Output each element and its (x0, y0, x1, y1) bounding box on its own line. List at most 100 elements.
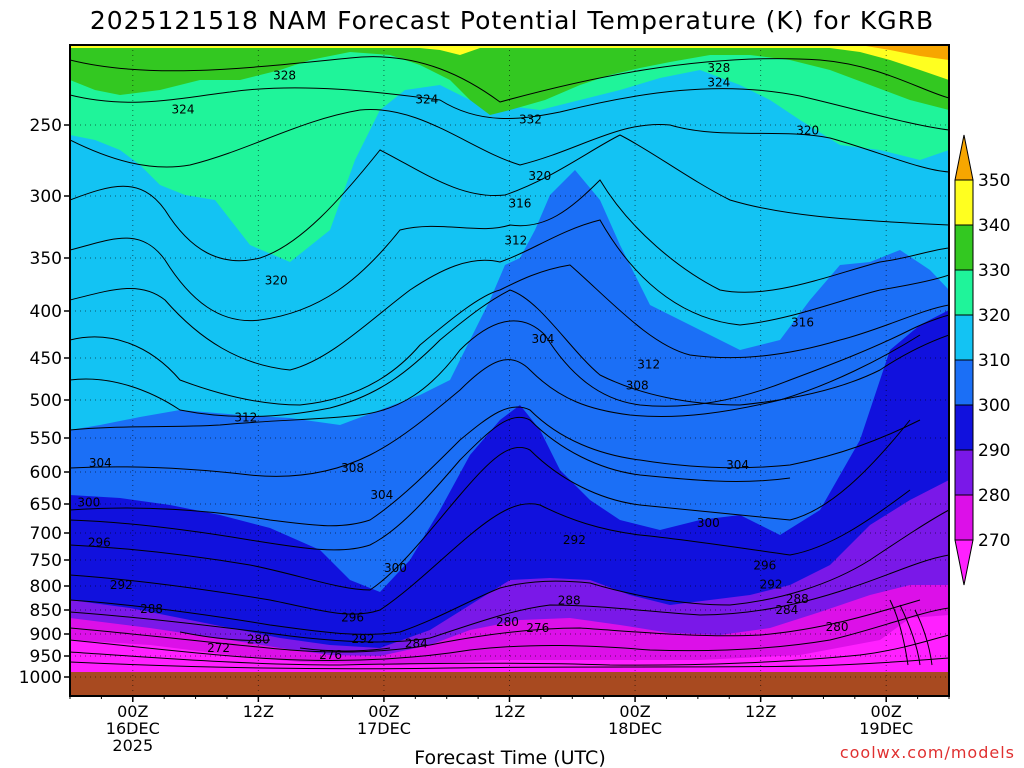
colorbar-bottom-arrow (954, 539, 974, 586)
contour-label: 320 (528, 169, 551, 183)
contour-label: 324 (172, 102, 195, 116)
contour-label: 288 (558, 593, 581, 607)
colorbar-swatch (954, 179, 974, 226)
contour-label: 320 (265, 273, 288, 287)
x-tick-label: 00Z (368, 702, 399, 721)
x-tick-label: 12Z (494, 702, 525, 721)
contour-label: 276 (319, 648, 342, 662)
contour-label: 320 (796, 124, 819, 138)
contour-label: 312 (637, 358, 660, 372)
contour-label: 324 (415, 92, 438, 106)
colorbar-label: 300 (978, 396, 1010, 416)
contour-label: 308 (341, 461, 364, 475)
colorbar: 350 340 330 320 310 300 290 280 270 (954, 134, 1010, 586)
y-tick-label: 600 (30, 463, 62, 483)
grid (70, 45, 949, 696)
contour-label: 316 (509, 196, 532, 210)
contour-label: 296 (341, 611, 364, 625)
x-tick-label: 00Z (871, 702, 902, 721)
contour-label: 312 (504, 234, 527, 248)
contour-label: 280 (247, 633, 270, 647)
y-tick-label: 700 (30, 524, 62, 544)
y-axis: 250 300 350 400 450 500 550 600 650 700 750 800 850 9… (19, 116, 70, 688)
contour-label: 296 (88, 536, 111, 550)
x-tick-label: 19DEC (859, 719, 913, 738)
contour-label: 304 (726, 458, 749, 472)
x-tick-label: 12Z (243, 702, 274, 721)
colorbar-label: 270 (978, 531, 1010, 551)
x-tick-label: 00Z (117, 702, 148, 721)
colorbar-label: 310 (978, 351, 1010, 371)
contour-label: 280 (496, 615, 519, 629)
contour-labels: 3283243243323283243203203163123203163043… (77, 61, 848, 662)
contour-label: 292 (563, 533, 586, 547)
contour-label: 308 (626, 379, 649, 393)
contour-label: 288 (786, 592, 809, 606)
colorbar-swatch (954, 494, 974, 541)
y-tick-label: 650 (30, 495, 62, 515)
contour-label: 304 (370, 488, 393, 502)
y-tick-label: 1000 (19, 668, 62, 688)
x-tick-label: 17DEC (357, 719, 411, 738)
contour-label: 300 (77, 496, 100, 510)
y-tick-label: 900 (30, 625, 62, 645)
x-axis-label: Forecast Time (UTC) (414, 747, 605, 768)
contour-label: 304 (89, 456, 112, 470)
contour-label: 328 (273, 68, 296, 82)
colorbar-swatch (954, 404, 974, 451)
contour-label: 300 (384, 561, 407, 575)
colorbar-label: 290 (978, 441, 1010, 461)
y-tick-label: 800 (30, 577, 62, 597)
colorbar-label: 350 (978, 171, 1010, 191)
y-tick-label: 550 (30, 429, 62, 449)
contour-label: 272 (207, 641, 230, 655)
band-350-plus (860, 45, 949, 60)
chart-title: 2025121518 NAM Forecast Potential Temper… (90, 6, 934, 35)
contour-label: 328 (707, 61, 730, 75)
x-tick-label: 12Z (745, 702, 776, 721)
colorbar-label: 320 (978, 306, 1010, 326)
y-tick-label: 350 (30, 249, 62, 269)
x-tick-label: 18DEC (608, 719, 662, 738)
y-tick-label: 850 (30, 601, 62, 621)
y-tick-label: 950 (30, 647, 62, 667)
colorbar-top-arrow (954, 134, 974, 181)
y-tick-label: 300 (30, 187, 62, 207)
y-tick-label: 750 (30, 551, 62, 571)
contour-label: 332 (519, 112, 542, 126)
contour-label: 292 (352, 632, 375, 646)
contour-label: 312 (234, 410, 257, 424)
colorbar-swatch (954, 224, 974, 271)
contour-label: 316 (791, 315, 814, 329)
colorbar-swatch (954, 359, 974, 406)
contour-label: 284 (405, 637, 428, 651)
contour-label: 300 (697, 516, 720, 530)
colorbar-swatch (954, 269, 974, 316)
contour-label: 296 (753, 559, 776, 573)
contour-label: 288 (140, 602, 163, 616)
y-tick-label: 450 (30, 349, 62, 369)
y-tick-label: 250 (30, 116, 62, 136)
x-tick-label: 00Z (619, 702, 650, 721)
band-320-330 (70, 45, 949, 262)
band-340-350 (70, 45, 949, 80)
colorbar-label: 340 (978, 216, 1010, 236)
contour-label: 280 (826, 620, 849, 634)
contour-label: 284 (775, 603, 798, 617)
x-tick-label: 2025 (112, 736, 153, 755)
contour-label: 304 (532, 332, 555, 346)
contour-label: 276 (526, 621, 549, 635)
credit-text: coolwx.com/models (840, 743, 1015, 762)
y-tick-label: 400 (30, 302, 62, 322)
plot-area (70, 45, 949, 696)
colorbar-label: 280 (978, 486, 1010, 506)
y-tick-label: 500 (30, 391, 62, 411)
contour-label: 292 (760, 577, 783, 591)
contour-label: 324 (707, 75, 730, 89)
colorbar-label: 330 (978, 261, 1010, 281)
contour-label: 292 (110, 578, 133, 592)
colorbar-swatch (954, 314, 974, 361)
colorbar-swatch (954, 449, 974, 496)
